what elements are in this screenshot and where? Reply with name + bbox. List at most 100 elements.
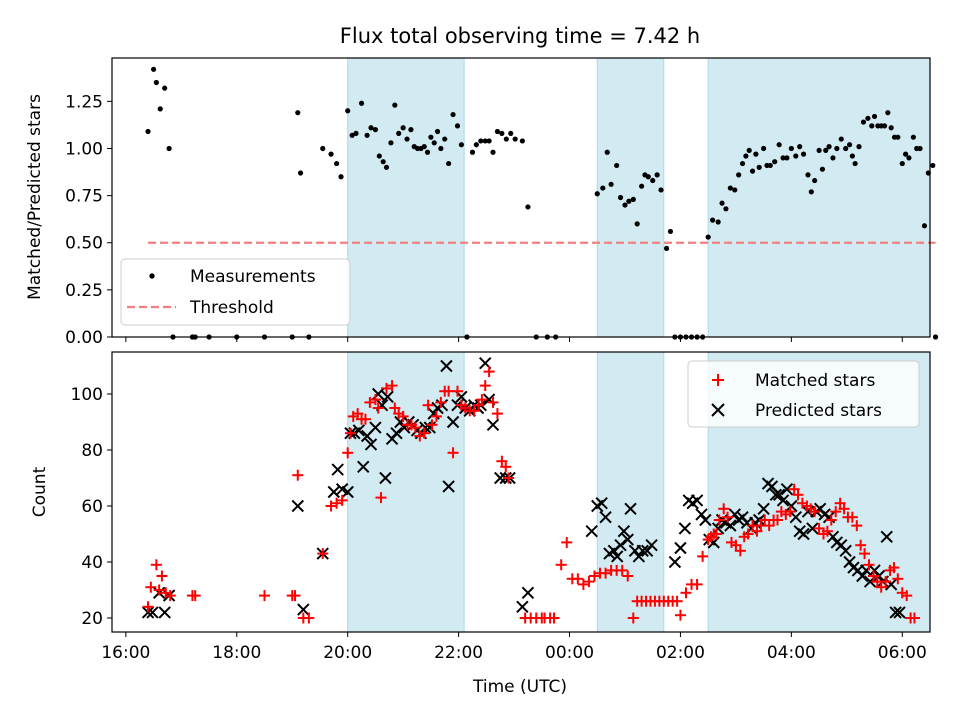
top-series-layer [145,66,939,340]
measurement-point [469,149,476,155]
matched-point [863,559,875,571]
matched-point [880,576,892,588]
matched-point [809,506,821,518]
matched-point [846,511,858,523]
ratio-panel: 0.00 0.25 0.50 0.75 1.00 1.25 Matched/Predict… [25,57,939,348]
y-tick-label: 0.25 [65,281,103,301]
measurement-point [376,153,382,159]
predicted-point [752,513,766,527]
matched-point [722,511,734,523]
y-tick-label: 20 [81,609,103,629]
matched-point [259,590,271,602]
measurement-point [667,228,674,235]
measurement-point [808,189,814,195]
measurement-point [404,136,410,142]
measurement-point [486,138,492,144]
matched-point [751,525,763,537]
measurement-point [345,108,351,114]
measurement-point [458,142,464,148]
predicted-point [364,438,378,451]
x-tick-label: 02:00 [656,643,705,663]
measurement-point [446,160,452,167]
measurement-point [320,145,326,152]
predicted-point [599,510,612,524]
measurement-point [490,149,496,155]
measurement-point [710,217,716,223]
measurement-point [823,147,829,153]
matched-point [771,514,783,526]
measurement-point [663,245,670,251]
measurement-point [442,136,448,142]
predicted-point [297,603,310,616]
matched-point [742,528,754,540]
measurement-point [899,160,905,167]
matched-point [483,366,495,378]
legend-matched-marker [712,374,724,386]
matched-point [468,405,480,417]
matched-point [561,536,573,548]
measurement-point [865,115,871,121]
measurement-point [421,144,427,150]
matched-point [583,576,595,588]
measurement-point [503,136,509,142]
measurement-point [630,196,636,202]
y-tick-label: 100 [71,385,103,405]
top-x-ticks [125,337,903,342]
measurement-point [715,219,721,225]
matched-point [479,380,491,392]
y-tick-label: 40 [81,553,103,573]
predicted-point [772,488,786,502]
matched-point [426,419,438,431]
measurement-point [473,142,479,148]
count-panel: 16:00 18:00 20:00 22:00 00:00 02:00 04:00 06:00… [30,351,931,697]
measurement-point [852,160,858,167]
matched-point [409,422,421,434]
measurement-point [383,164,390,170]
matched-point [397,410,409,422]
matched-point [788,483,800,495]
predicted-point [331,463,344,476]
matched-point [435,396,447,408]
measurement-point [372,127,379,133]
measurement-point [434,128,441,135]
measurement-point [519,138,525,144]
predicted-point [390,426,403,440]
matched-point [491,408,503,420]
matched-point [331,497,343,509]
matched-point [792,489,804,501]
x-tick-label: 18:00 [212,643,261,663]
matched-point [381,382,393,394]
matched-point [622,570,634,582]
measurement-point [749,168,756,174]
measurement-point [604,149,610,155]
matched-point [830,506,842,518]
matched-point [710,528,722,540]
measurement-point [525,204,531,210]
predicted-point [769,488,783,502]
measurement-point [145,128,151,135]
predicted-point [776,494,790,507]
x-tick-label: 16:00 [101,643,150,663]
measurement-point [812,177,818,184]
bottom-x-ticks: 16:00 18:00 20:00 22:00 00:00 02:00 04:00 06:00 [101,632,927,663]
y-tick-label: 1.25 [65,92,103,112]
predicted-point [141,606,155,619]
measurement-point [838,136,844,142]
measurement-point [784,155,790,161]
matched-point [851,520,863,532]
y-tick-label: 0.00 [65,328,103,348]
measurement-point [797,144,803,150]
measurement-point [353,130,359,137]
predicted-point [493,471,507,485]
predicted-point [789,510,802,524]
predicted-point [516,600,529,614]
bottom-legend-box [687,360,920,428]
matched-point [825,514,837,526]
measurement-point [512,136,518,142]
matched-point [317,548,329,560]
measurement-point [368,125,374,131]
matched-point [867,570,879,582]
measurement-point [723,206,729,212]
predicted-point [595,496,608,510]
measurement-point [482,138,488,144]
